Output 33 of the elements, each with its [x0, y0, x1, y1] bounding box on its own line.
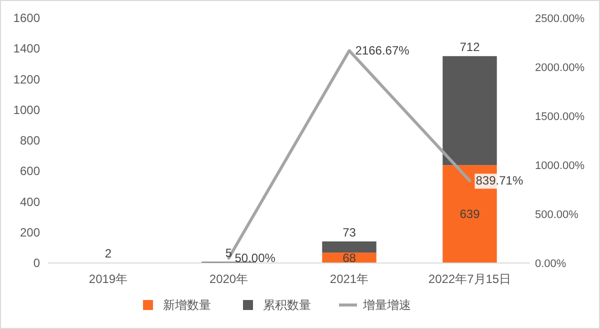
data-label: 639	[460, 207, 480, 222]
y2-tick-label: 1000.00%	[535, 160, 585, 172]
legend-label: 累积数量	[263, 298, 311, 312]
y2-tick-label: 0.00%	[535, 258, 566, 270]
legend-label: 增量增速	[362, 298, 411, 312]
x-tick-label: 2019年	[88, 272, 128, 286]
y-tick-label: 0	[33, 256, 40, 270]
data-label: 5	[225, 246, 232, 260]
x-tick-label: 2021年	[330, 272, 369, 286]
y-tick-label: 400	[20, 194, 40, 209]
y-tick-label: 1000	[13, 102, 40, 117]
y2-tick-label: 2000.00%	[535, 62, 585, 74]
data-label: 73	[342, 225, 356, 240]
data-label: 2	[104, 246, 112, 261]
data-label: 2166.67%	[355, 44, 410, 58]
y-tick-label: 200	[20, 225, 40, 240]
y-tick-label: 800	[20, 134, 40, 148]
y-tick-label: 1200	[13, 72, 40, 86]
data-label: 839.71%	[476, 174, 524, 188]
y-tick-label: 600	[20, 164, 40, 178]
y2-tick-label: 2500.00%	[535, 13, 585, 25]
y-tick-label: 1400	[13, 42, 40, 56]
data-label: 68	[342, 250, 356, 265]
y2-tick-label: 500.00%	[535, 209, 579, 221]
x-tick-label: 2020年	[209, 272, 248, 286]
bar	[322, 241, 376, 253]
data-label: 712	[460, 40, 480, 54]
x-tick-label: 2022年7月15日	[428, 272, 512, 286]
legend-label: 新增数量	[163, 298, 211, 312]
y-tick-label: 1600	[13, 11, 40, 25]
bar	[442, 56, 497, 166]
data-label: 50.00%	[234, 251, 276, 266]
y2-tick-label: 1500.00%	[535, 111, 585, 123]
